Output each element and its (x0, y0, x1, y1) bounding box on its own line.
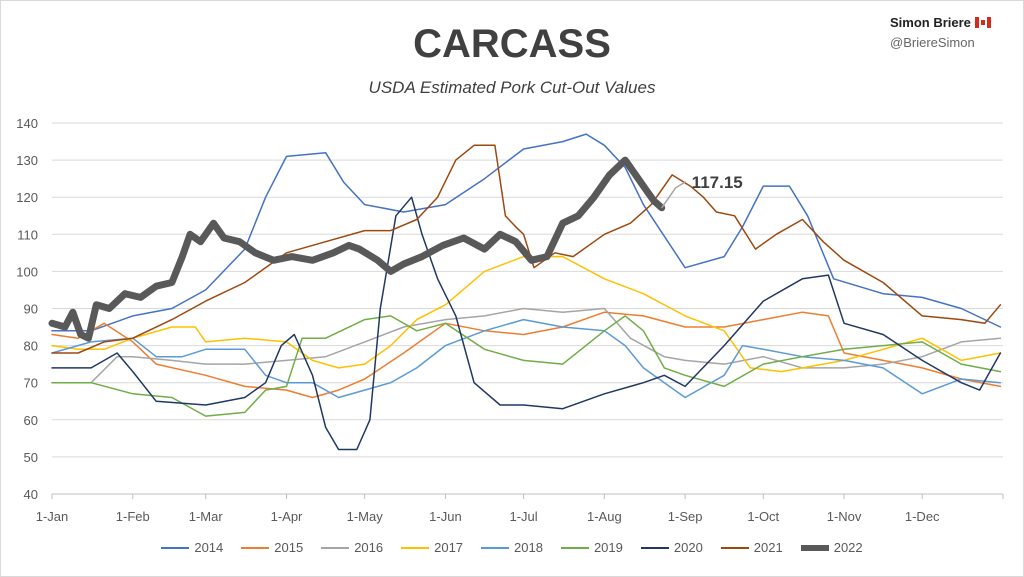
x-tick-label: 1-Jan (36, 509, 69, 524)
chart-subtitle: USDA Estimated Pork Cut-Out Values (368, 78, 656, 97)
series-line-2019 (51, 315, 1002, 417)
x-tick-label: 1-Nov (827, 509, 862, 524)
series-line-2016 (51, 307, 1002, 384)
annotation-leader-line (661, 181, 687, 209)
y-tick-label: 110 (17, 227, 38, 242)
x-tick-label: 1-Mar (189, 509, 224, 524)
legend-label: 2017 (434, 540, 464, 555)
legend-swatch (161, 546, 190, 549)
chart-legend: 2014 2015 2016 2017 2018 2019 2020 2021 2022 (0, 540, 1024, 555)
legend-label: 2022 (833, 540, 863, 555)
series-line-2018 (51, 318, 1002, 399)
y-tick-label: 130 (16, 153, 38, 168)
annotation-label: 117.15 (692, 173, 743, 192)
series-line-2014 (51, 133, 1002, 332)
legend-label: 2021 (753, 540, 783, 555)
series-line-2022 (48, 156, 666, 342)
x-tick-label: 1-Feb (116, 509, 150, 524)
legend-item-2021: 2021 (720, 540, 783, 555)
x-tick-label: 1-Oct (747, 509, 779, 524)
y-tick-label: 120 (16, 190, 38, 205)
legend-item-2017: 2017 (401, 540, 463, 555)
y-tick-label: 50 (24, 450, 38, 465)
x-tick-label: 1-Dec (905, 509, 940, 524)
legend-item-2022: 2022 (800, 540, 863, 555)
legend-label: 2018 (514, 540, 543, 555)
series-line-2017 (51, 255, 1002, 373)
chart-title: CARCASS (413, 22, 611, 66)
legend-item-2015: 2015 (241, 540, 303, 555)
series-line-2015 (51, 311, 1002, 399)
legend-label: 2016 (354, 540, 384, 555)
legend-item-2018: 2018 (481, 540, 543, 555)
author-name-text: Simon Briere (890, 15, 971, 30)
legend-swatch (321, 546, 350, 549)
series-line-2020 (51, 196, 1002, 451)
y-tick-label: 60 (24, 413, 38, 428)
y-tick-label: 40 (24, 487, 38, 502)
legend-swatch (241, 546, 270, 549)
legend-swatch (401, 546, 430, 549)
legend-item-2020: 2020 (640, 540, 703, 555)
x-tick-label: 1-Jun (429, 509, 462, 524)
legend-swatch (720, 546, 749, 549)
x-tick-label: 1-May (347, 509, 384, 524)
legend-label: 2015 (274, 540, 304, 555)
y-tick-label: 140 (16, 116, 38, 131)
legend-item-2016: 2016 (321, 540, 383, 555)
author-handle: @BriereSimon (890, 35, 975, 50)
y-tick-label: 70 (24, 376, 38, 391)
x-tick-label: 1-Jul (509, 509, 537, 524)
legend-label: 2020 (673, 540, 703, 555)
legend-swatch (640, 546, 669, 549)
y-tick-label: 90 (24, 302, 38, 317)
canada-flag-icon (974, 17, 991, 28)
y-tick-label: 100 (16, 264, 38, 279)
author-name: Simon Briere (890, 15, 991, 30)
legend-item-2014: 2014 (161, 540, 223, 555)
legend-swatch (800, 544, 829, 551)
legend-label: 2019 (593, 540, 623, 555)
legend-swatch (560, 546, 589, 549)
x-tick-label: 1-Apr (271, 509, 303, 524)
x-tick-label: 1-Sep (668, 509, 703, 524)
x-tick-label: 1-Aug (587, 509, 622, 524)
y-tick-label: 80 (24, 339, 38, 354)
legend-item-2019: 2019 (560, 540, 623, 555)
legend-label: 2014 (194, 540, 224, 555)
legend-swatch (481, 546, 510, 549)
